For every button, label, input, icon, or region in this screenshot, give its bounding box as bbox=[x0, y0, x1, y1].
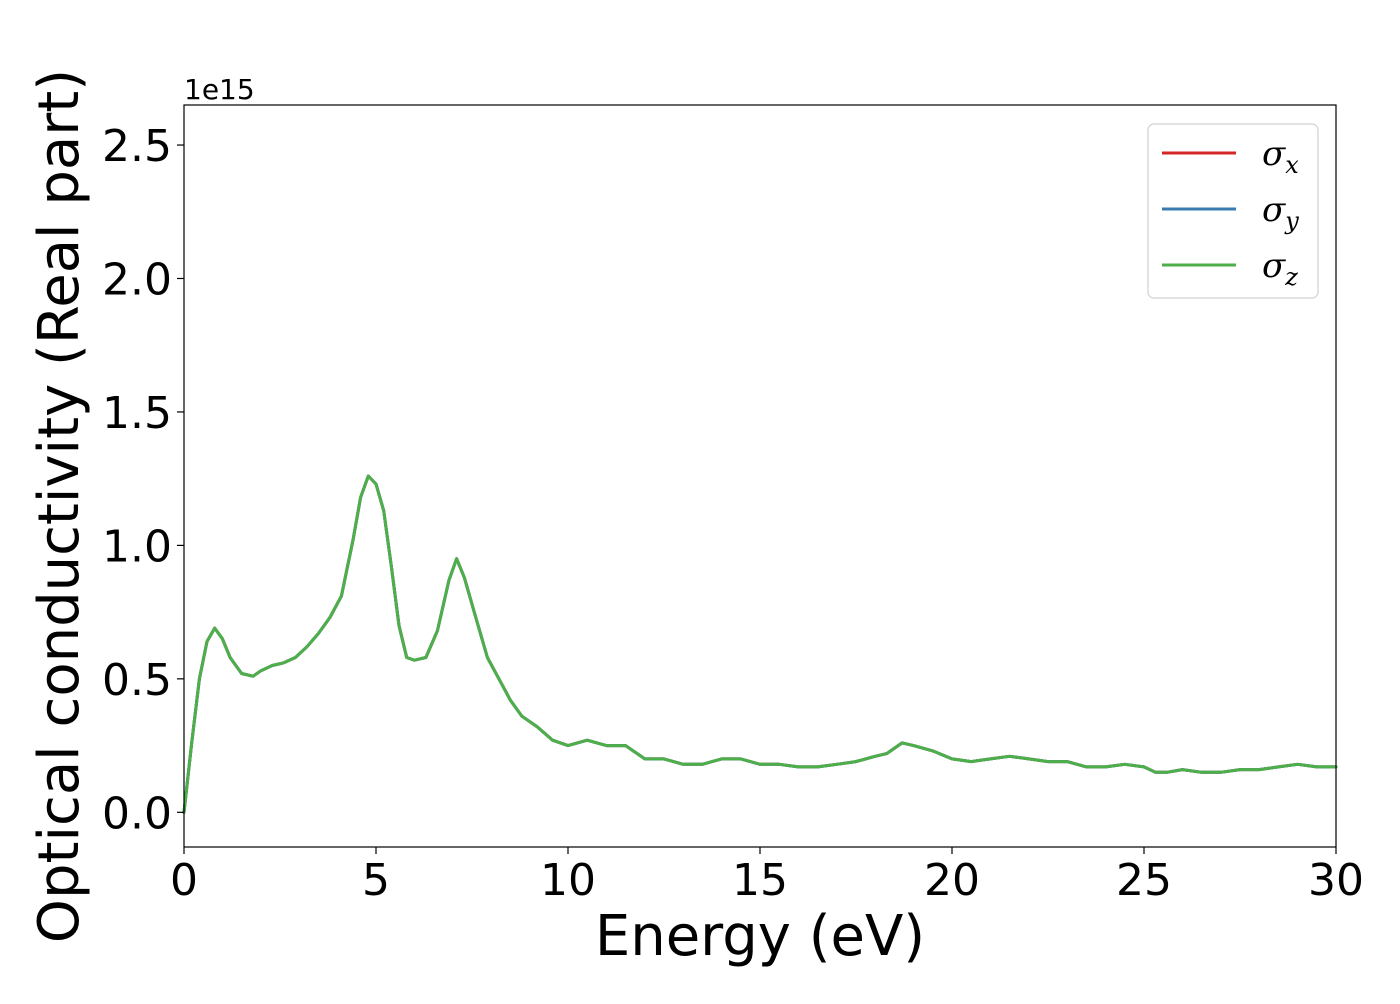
x-tick-label: 15 bbox=[732, 855, 788, 906]
y-tick-label: 1.0 bbox=[102, 521, 172, 572]
x-tick-label: 0 bbox=[170, 855, 198, 906]
y-axis: 0.0 0.5 1.0 1.5 2.0 2.5 bbox=[102, 121, 184, 839]
legend-label-y: σy bbox=[1262, 190, 1299, 235]
x-tick-label: 25 bbox=[1116, 855, 1172, 906]
series-layer bbox=[182, 474, 1338, 814]
legend-label-z: σz bbox=[1262, 246, 1298, 291]
series-line-z bbox=[182, 474, 1338, 814]
x-tick-label: 30 bbox=[1308, 855, 1364, 906]
y-axis-offset-label: 1e15 bbox=[184, 73, 255, 106]
x-tick-label: 10 bbox=[540, 855, 596, 906]
x-axis: 0 5 10 15 20 25 30 bbox=[170, 847, 1364, 906]
y-tick-label: 2.5 bbox=[102, 121, 172, 172]
x-tick-label: 20 bbox=[924, 855, 980, 906]
legend-box bbox=[1147, 123, 1319, 299]
x-axis-title: Energy (eV) bbox=[595, 904, 925, 969]
legend-label-x: σx bbox=[1262, 134, 1299, 179]
y-tick-label: 1.5 bbox=[102, 388, 172, 439]
y-tick-label: 0.0 bbox=[102, 788, 172, 839]
y-tick-label: 0.5 bbox=[102, 655, 172, 706]
y-tick-label: 2.0 bbox=[102, 254, 172, 305]
x-tick-label: 5 bbox=[362, 855, 390, 906]
y-axis-title: Optical conductivity (Real part) bbox=[27, 69, 92, 943]
legend: σx σy σz bbox=[1147, 123, 1319, 299]
